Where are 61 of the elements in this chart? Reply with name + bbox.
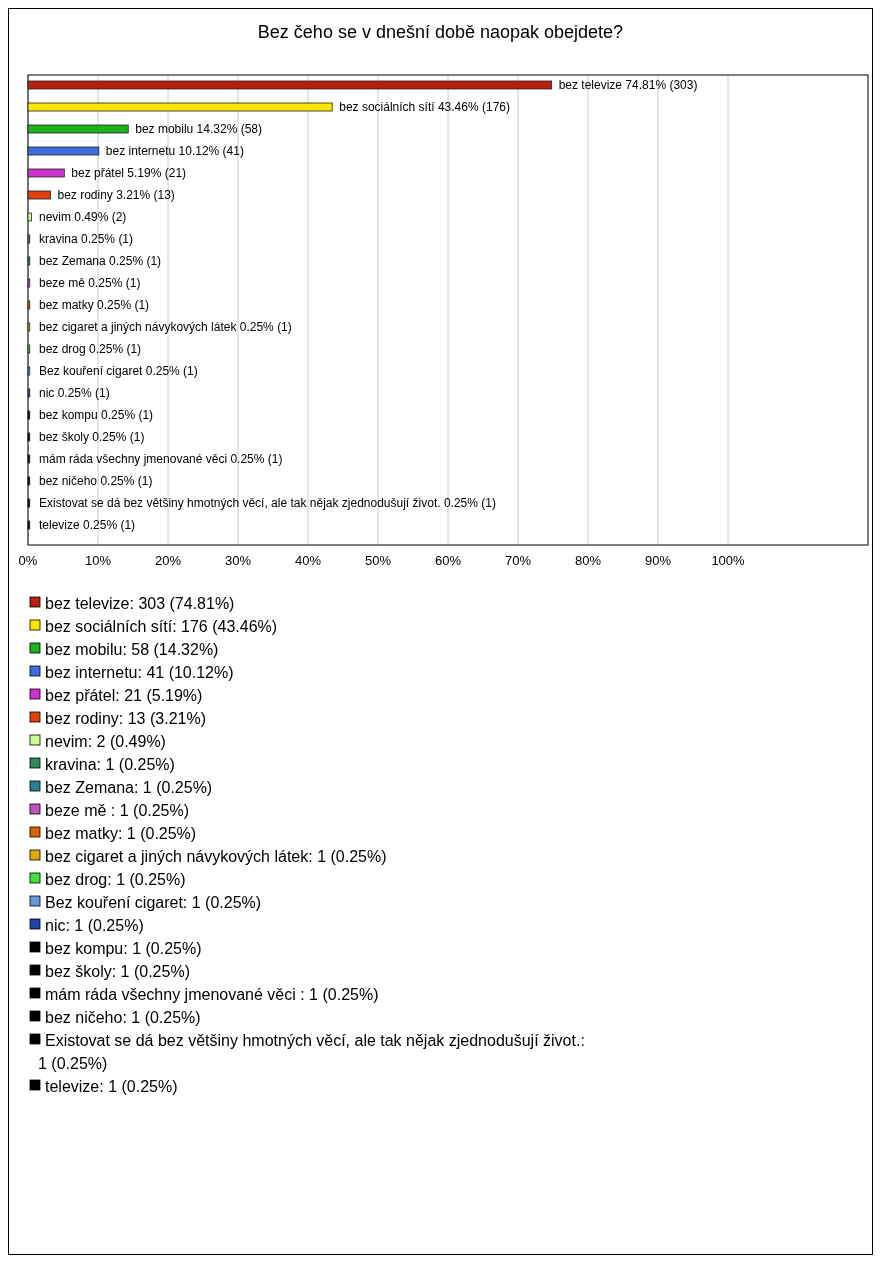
bar <box>27 80 553 90</box>
x-tick-label: 30% <box>224 553 252 568</box>
text: bez Zemana: 1 (0.25%) <box>45 778 213 796</box>
x-tick-label: 90% <box>644 553 672 568</box>
x-tick-label: 100% <box>711 553 746 568</box>
text: bez školy: 1 (0.25%) <box>45 962 190 980</box>
category-label: bez mobilu 14.32% (58) <box>135 122 262 137</box>
text: bez ničeho: 1 (0.25%) <box>45 1008 201 1026</box>
text: bez drog: 1 (0.25%) <box>45 870 186 888</box>
bar <box>27 212 32 222</box>
category-label: mám ráda všechny jmenované věci 0.25% (1) <box>39 452 283 467</box>
bar <box>27 102 333 112</box>
category-label: nevim 0.49% (2) <box>39 210 127 225</box>
text: Bez kouření cigaret: 1 (0.25%) <box>45 893 262 911</box>
text: bez mobilu: 58 (14.32%) <box>45 640 219 658</box>
text: bez matky: 1 (0.25%) <box>45 824 197 842</box>
text: bez rodiny: 13 (3.21%) <box>45 709 206 727</box>
category-label: bez drog 0.25% (1) <box>39 342 142 357</box>
category-label: bez přátel 5.19% (21) <box>71 166 187 181</box>
category-label: beze mě 0.25% (1) <box>39 276 141 291</box>
category-label: bez sociálních sítí 43.46% (176) <box>339 100 510 115</box>
text: bez kompu: 1 (0.25%) <box>45 939 202 957</box>
x-tick-label: 80% <box>574 553 602 568</box>
category-label: bez školy 0.25% (1) <box>39 430 145 445</box>
category-label: Bez kouření cigaret 0.25% (1) <box>39 364 198 379</box>
text: beze mě : 1 (0.25%) <box>45 801 190 819</box>
text: mám ráda všechny jmenované věci : 1 (0.25%) <box>45 985 379 1003</box>
text: Existovat se dá bez většiny hmotných věcí, ale tak nějak zjednodušují život.: 1 (0.25%) <box>38 1031 585 1072</box>
text: nic: 1 (0.25%) <box>45 916 144 934</box>
category-label: bez matky 0.25% (1) <box>39 298 150 313</box>
chart-title: Bez čeho se v dnešní době naopak obejdete? <box>257 22 624 42</box>
text: bez cigaret a jiných návykových látek: 1 (0.25%) <box>45 847 387 865</box>
category-label: bez ničeho 0.25% (1) <box>39 474 153 489</box>
category-label: nic 0.25% (1) <box>39 386 110 401</box>
category-label: televize 0.25% (1) <box>39 518 136 533</box>
x-tick-label: 70% <box>504 553 532 568</box>
x-tick-label: 10% <box>84 553 112 568</box>
bar <box>27 146 100 156</box>
category-label: bez televize 74.81% (303) <box>558 78 698 93</box>
x-tick-label: 60% <box>434 553 462 568</box>
x-tick-label: 50% <box>364 553 392 568</box>
category-label: Existovat se dá bez většiny hmotných věcí, ale tak nějak zjednodušují život. 0.25% (1) <box>39 496 496 511</box>
category-label: bez kompu 0.25% (1) <box>39 408 154 423</box>
category-label: kravina 0.25% (1) <box>39 232 134 247</box>
bar <box>27 168 65 178</box>
text: bez sociálních sítí: 176 (43.46%) <box>45 617 278 635</box>
text: bez internetu: 41 (10.12%) <box>45 663 234 681</box>
x-tick-label: 40% <box>294 553 322 568</box>
text: nevim: 2 (0.49%) <box>45 732 166 750</box>
bar <box>27 124 129 134</box>
x-tick-label: 0% <box>18 553 38 568</box>
bar <box>27 190 51 200</box>
x-tick-label: 20% <box>154 553 182 568</box>
text: bez televize: 303 (74.81%) <box>45 594 235 612</box>
category-label: bez internetu 10.12% (41) <box>105 144 244 159</box>
category-label: bez Zemana 0.25% (1) <box>39 254 162 269</box>
category-label: bez cigaret a jiných návykových látek 0.25% (1) <box>39 320 292 335</box>
text: televize: 1 (0.25%) <box>45 1077 178 1095</box>
category-label: bez rodiny 3.21% (13) <box>57 188 175 203</box>
text: bez přátel: 21 (5.19%) <box>45 686 203 704</box>
text: kravina: 1 (0.25%) <box>45 755 175 773</box>
